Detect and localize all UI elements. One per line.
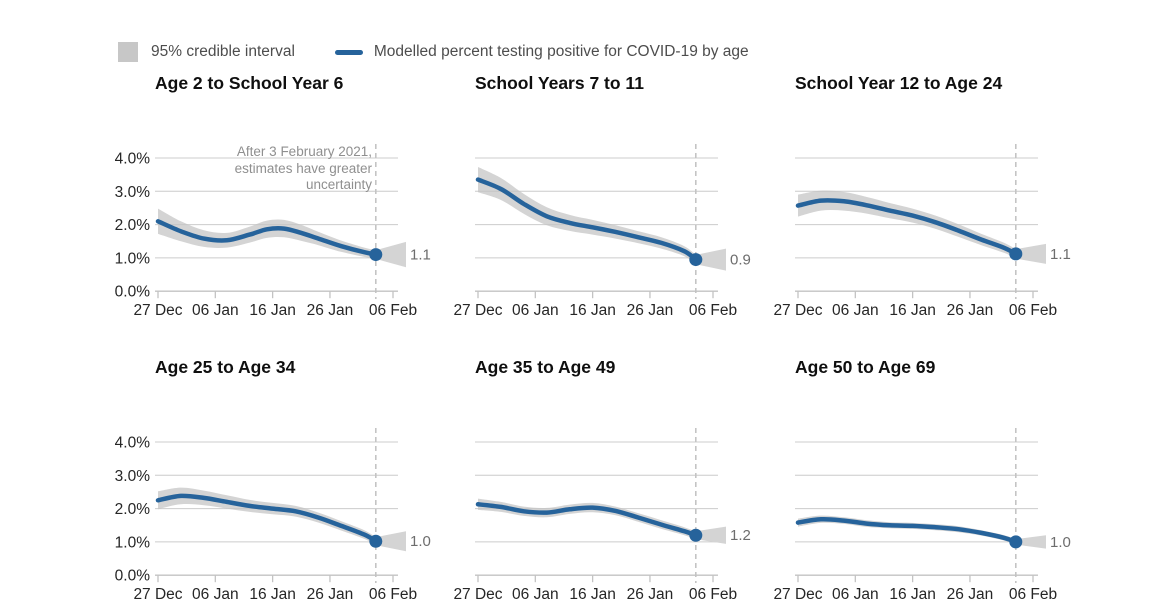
credible-interval-band — [478, 167, 696, 265]
panel-age-2-to-school-year-6: Age 2 to School Year 6 After 3 February … — [100, 68, 431, 319]
x-tick-label: 06 Feb — [689, 302, 737, 319]
panel-title: Age 25 to Age 34 — [155, 357, 296, 377]
panel-row-top: Age 2 to School Year 6 After 3 February … — [100, 68, 1071, 319]
panel-title: Age 50 to Age 69 — [795, 357, 936, 377]
uncertainty-fan — [695, 248, 726, 271]
panel-age-35-to-age-49: Age 35 to Age 49 27 Dec 06 Jan 16 Jan 26 Ja… — [420, 352, 751, 603]
end-point-marker — [369, 534, 383, 548]
end-value-label: 0.9 — [730, 252, 751, 269]
credible-interval-band — [478, 498, 696, 540]
panel-age-25-to-age-34: Age 25 to Age 34 27 Dec 06 Jan 16 Jan 26 Ja… — [100, 352, 431, 603]
x-tick-label: 16 Jan — [569, 302, 616, 319]
x-tick-label: 06 Feb — [689, 586, 737, 603]
chart-canvas: 27 Dec 06 Jan 16 Jan 26 Jan 06 Feb 0.0% 1.0% 2.… — [115, 428, 431, 603]
end-point-marker — [369, 248, 383, 262]
x-tick-label: 06 Feb — [1009, 302, 1057, 319]
end-value-label: 1.0 — [410, 533, 431, 550]
y-tick-label: 1.0% — [115, 250, 151, 267]
y-tick-label: 0.0% — [115, 284, 151, 301]
x-tick-label: 06 Feb — [369, 302, 417, 319]
y-tick-label: 3.0% — [115, 468, 151, 485]
end-value-label: 1.2 — [730, 527, 751, 544]
x-tick-label: 16 Jan — [249, 302, 296, 319]
x-tick-label: 16 Jan — [569, 586, 616, 603]
x-tick-label: 27 Dec — [453, 302, 502, 319]
chart-canvas: 27 Dec 06 Jan 16 Jan 26 Jan 06 Feb 1.1 — [773, 144, 1071, 319]
chart-canvas: 27 Dec 06 Jan 16 Jan 26 Jan 06 Feb 1.0 — [773, 428, 1071, 603]
x-tick-label: 26 Jan — [947, 302, 994, 319]
panel-title: Age 2 to School Year 6 — [155, 73, 344, 93]
chart-canvas: 27 Dec 06 Jan 16 Jan 26 Jan 06 Feb 0.9 — [453, 144, 751, 319]
credible-interval-band — [158, 487, 376, 546]
end-point-marker — [1009, 247, 1023, 261]
end-point-marker — [1009, 535, 1023, 549]
modelled-line — [155, 219, 379, 257]
y-tick-label: 2.0% — [115, 217, 151, 234]
uncertainty-fan — [1015, 535, 1046, 549]
x-tick-label: 26 Jan — [627, 586, 674, 603]
x-tick-label: 27 Dec — [773, 586, 822, 603]
uncertainty-fan — [695, 526, 726, 544]
panel-title: School Years 7 to 11 — [475, 73, 644, 93]
y-tick-label: 1.0% — [115, 534, 151, 551]
x-tick-label: 06 Jan — [832, 302, 879, 319]
credible-interval-band — [158, 208, 376, 259]
end-value-label: 1.0 — [1050, 534, 1071, 551]
x-tick-label: 26 Jan — [947, 586, 994, 603]
modelled-line-label: Modelled percent testing positive for CO… — [373, 43, 749, 60]
x-tick-label: 27 Dec — [133, 586, 182, 603]
modelled-line — [795, 516, 1019, 545]
x-tick-label: 06 Jan — [512, 302, 559, 319]
panel-school-years-7-to-11: School Years 7 to 11 27 Dec 06 Jan 16 Jan 2… — [420, 68, 751, 319]
x-tick-label: 16 Jan — [889, 586, 936, 603]
end-value-label: 1.1 — [410, 247, 431, 264]
credible-interval-label: 95% credible interval — [151, 43, 295, 60]
chart-canvas: 27 Dec 06 Jan 16 Jan 26 Jan 06 Feb 1.2 — [453, 428, 751, 603]
y-tick-label: 4.0% — [115, 151, 151, 168]
uncertainty-fan — [375, 241, 406, 268]
y-tick-label: 4.0% — [115, 435, 151, 452]
credible-interval-band — [798, 190, 1016, 259]
end-point-marker — [689, 528, 703, 542]
modelled-line — [795, 198, 1019, 257]
x-tick-label: 26 Jan — [307, 586, 354, 603]
x-tick-label: 27 Dec — [453, 586, 502, 603]
y-tick-label: 2.0% — [115, 501, 151, 518]
uncertainty-fan — [375, 531, 406, 552]
panel-title: Age 35 to Age 49 — [475, 357, 616, 377]
end-point-marker — [689, 253, 703, 267]
modelled-line — [155, 493, 379, 544]
panel-age-50-to-age-69: Age 50 to Age 69 27 Dec 06 Jan 16 Jan 26 Ja… — [740, 352, 1071, 603]
panel-title: School Year 12 to Age 24 — [795, 73, 1003, 93]
panel-row-bottom: Age 25 to Age 34 27 Dec 06 Jan 16 Jan 26 Ja… — [100, 352, 1071, 603]
x-tick-label: 06 Jan — [512, 586, 559, 603]
x-tick-label: 06 Jan — [192, 302, 239, 319]
x-tick-label: 06 Jan — [832, 586, 879, 603]
x-tick-label: 27 Dec — [133, 302, 182, 319]
x-tick-label: 06 Jan — [192, 586, 239, 603]
x-tick-label: 26 Jan — [307, 302, 354, 319]
x-tick-label: 06 Feb — [1009, 586, 1057, 603]
panel-school-year-12-to-age-24: School Year 12 to Age 24 27 Dec 06 Jan 16 … — [740, 68, 1071, 319]
uncertainty-fan — [1015, 243, 1046, 264]
y-tick-label: 0.0% — [115, 568, 151, 585]
x-tick-label: 26 Jan — [627, 302, 674, 319]
modelled-line — [475, 502, 699, 538]
chart-canvas: 27 Dec 06 Jan 16 Jan 26 Jan 06 Feb 0.0% 1.0% 2.… — [115, 144, 431, 319]
y-tick-label: 3.0% — [115, 184, 151, 201]
modelled-line-swatch — [334, 49, 363, 55]
credible-interval-swatch — [118, 42, 138, 62]
x-tick-label: 16 Jan — [249, 586, 296, 603]
end-value-label: 1.1 — [1050, 246, 1071, 263]
x-tick-label: 16 Jan — [889, 302, 936, 319]
modelled-line — [475, 177, 699, 262]
chart-legend: 95% credible interval Modelled percent t… — [118, 42, 749, 62]
x-tick-label: 27 Dec — [773, 302, 822, 319]
x-tick-label: 06 Feb — [369, 586, 417, 603]
